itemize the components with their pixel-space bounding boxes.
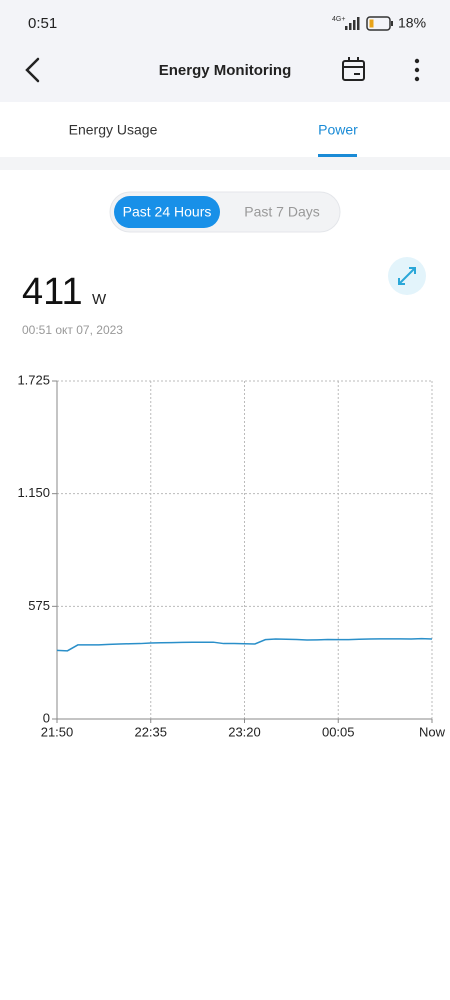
- page-title: Energy Monitoring: [159, 62, 292, 79]
- range-active[interactable]: [114, 196, 220, 228]
- top-bar: [0, 0, 450, 102]
- range-option[interactable]: Past 7 Days: [244, 204, 319, 220]
- y-tick-label: 575: [28, 598, 50, 613]
- more-button[interactable]: [414, 58, 420, 82]
- status-time: 0:51: [28, 15, 57, 32]
- battery-level: 18%: [398, 15, 426, 31]
- calendar-button[interactable]: [342, 57, 365, 81]
- reading-value: 411: [22, 271, 83, 313]
- tab-active[interactable]: Power: [318, 122, 358, 138]
- back-button[interactable]: [25, 57, 40, 83]
- y-tick-label: 1.150: [17, 485, 50, 500]
- tab-indicator: [318, 154, 357, 157]
- power-line: [56, 637, 433, 652]
- signal-icon: [345, 17, 360, 30]
- battery-icon: [366, 16, 393, 31]
- expand-button[interactable]: [388, 257, 426, 295]
- network: 4G+: [332, 16, 345, 23]
- x-tick-label: 21:50: [41, 724, 74, 739]
- x-tick-label: 00:05: [322, 724, 355, 739]
- x-tick-label: 23:20: [228, 724, 261, 739]
- reading-unit: W: [92, 291, 107, 308]
- tab[interactable]: Energy Usage: [69, 122, 158, 138]
- range-option[interactable]: Past 24 Hours: [123, 204, 212, 220]
- separator: [0, 157, 450, 170]
- y-tick-label: 1.725: [17, 372, 50, 387]
- x-tick-label: Now: [419, 724, 446, 739]
- reading-time: 00:51 окт 07, 2023: [22, 323, 123, 337]
- x-tick-label: 22:35: [134, 724, 167, 739]
- y-tick-label: 0: [43, 710, 50, 725]
